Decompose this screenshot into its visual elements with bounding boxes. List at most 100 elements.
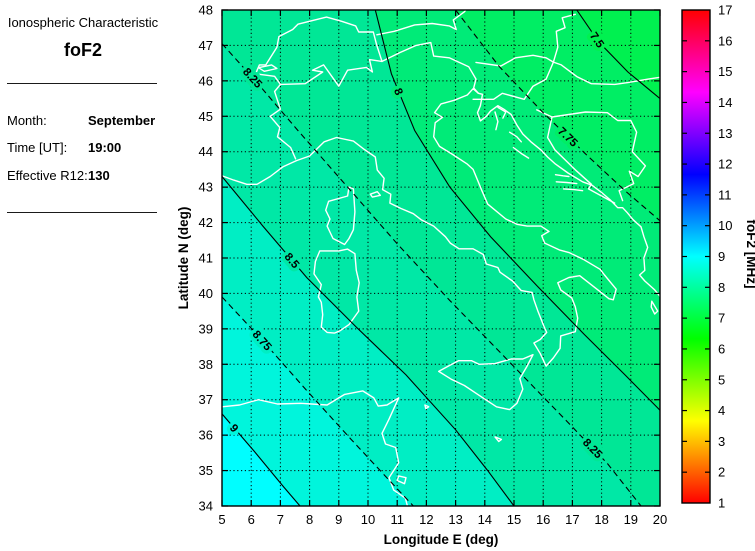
x-tick-label: 7: [277, 512, 284, 527]
coastline-bosnia-croatia-border: [536, 109, 616, 204]
colorbar-tick-label: 15: [718, 64, 732, 79]
x-tick-label: 18: [594, 512, 608, 527]
month-label: Month:: [7, 113, 47, 128]
colorbar-tick-label: 4: [718, 403, 725, 418]
contour-line-7.5: [576, 10, 660, 100]
coastline-pag-island: [508, 131, 522, 143]
x-tick-label: 14: [478, 512, 492, 527]
colorbar-tick-label: 12: [718, 157, 732, 172]
x-tick-label: 9: [335, 512, 342, 527]
y-tick-label: 36: [199, 428, 213, 443]
coastline-dugi-otok-island: [512, 146, 530, 159]
x-tick-label: 16: [536, 512, 550, 527]
coastline-brac-island: [554, 173, 570, 178]
x-tick-label: 6: [248, 512, 255, 527]
y-tick-label: 35: [199, 463, 213, 478]
coastline-elba-island: [369, 190, 381, 198]
colorbar-tick-label: 7: [718, 311, 725, 326]
coastline-hungary-branch-border: [552, 13, 576, 63]
y-tick-label: 46: [199, 73, 213, 88]
coastline-malta-island: [494, 436, 503, 443]
y-tick-label: 38: [199, 357, 213, 372]
coastline-switzerland-border: [254, 16, 383, 86]
colorbar-tick-label: 1: [718, 496, 725, 511]
r12-label: Effective R12:: [7, 168, 88, 183]
coastline-north-africa-coastline: [222, 390, 409, 506]
y-tick-label: 44: [199, 144, 213, 159]
y-tick-label: 34: [199, 499, 213, 514]
contour-line-9: [222, 413, 301, 506]
contour-band-7.5: [576, 10, 660, 99]
colorbar-tick-label: 10: [718, 218, 732, 233]
r12-row: Effective R12: 130: [7, 168, 159, 183]
x-tick-label: 20: [653, 512, 667, 527]
sidebar-title: Ionospheric Characteristic: [7, 15, 159, 30]
colorbar-ticks: [682, 40, 710, 473]
coastline-djerba-island: [396, 475, 407, 485]
y-tick-label: 43: [199, 180, 213, 195]
coastline-alpine-italy-border: [269, 41, 480, 160]
y-axis-title: Latitude N (deg): [176, 207, 191, 310]
y-tick-label: 48: [199, 3, 213, 18]
colorbar-tick-label: 2: [718, 465, 725, 480]
contour-line-8: [374, 10, 660, 411]
coastline-mediterranean-adriatic-coastline: [222, 87, 660, 367]
r12-value: 130: [88, 168, 110, 183]
coastline-slovenia-croatia-border: [472, 61, 555, 101]
coastline-lake-geneva: [257, 64, 278, 73]
y-tick-label: 40: [199, 286, 213, 301]
x-tick-label: 5: [218, 512, 225, 527]
coastline-germany-austria-border: [376, 10, 467, 36]
colorbar-tick-label: 5: [718, 372, 725, 387]
coastline-sicily: [438, 354, 534, 411]
contour-line-8.5: [222, 176, 515, 506]
y-tick-label: 42: [199, 215, 213, 230]
coastline-corsica: [325, 186, 356, 246]
x-tick-label: 12: [419, 512, 433, 527]
coastline-krk-island: [497, 106, 507, 119]
colorbar-tick-label: 16: [718, 33, 732, 48]
colorbar-tick-label: 13: [718, 126, 732, 141]
x-tick-label: 8: [306, 512, 313, 527]
grid: [222, 10, 660, 506]
x-tick-label: 19: [624, 512, 638, 527]
sidebar-divider-top: [7, 83, 157, 84]
time-value: 19:00: [88, 140, 122, 155]
coastline-korcula-island: [562, 188, 584, 192]
x-tick-label: 17: [565, 512, 579, 527]
coastline-pantelleria-island: [424, 404, 430, 410]
coastline-sardinia: [313, 248, 360, 334]
coastline-corfu-island: [650, 300, 659, 315]
x-axis-title: Longitude E (deg): [384, 532, 499, 547]
coastline-austria-hungary-border: [475, 54, 660, 86]
axis-ticks: [221, 9, 661, 507]
x-tick-label: 11: [390, 512, 404, 527]
x-tick-label: 15: [507, 512, 521, 527]
colorbar-tick-label: 14: [718, 95, 732, 110]
colorbar-tick-label: 17: [718, 3, 732, 18]
month-row: Month: September: [7, 113, 159, 128]
colorbar-tick-label: 8: [718, 280, 725, 295]
contour-line-8.25: [222, 43, 642, 506]
month-value: September: [88, 113, 156, 128]
y-tick-label: 47: [199, 38, 213, 53]
coastlines: [222, 10, 660, 506]
x-tick-label: 10: [361, 512, 375, 527]
colorbar-tick-label: 6: [718, 341, 725, 356]
contour-line-8.75: [222, 296, 414, 506]
y-tick-label: 39: [199, 321, 213, 336]
colorbar-tick-label: 3: [718, 434, 725, 449]
coastline-cres-island: [494, 111, 499, 131]
contour-line-7.75: [455, 10, 660, 222]
y-tick-label: 37: [199, 392, 213, 407]
colorbar-title: foF2 [MHz]: [744, 220, 755, 289]
y-tick-label: 45: [199, 109, 213, 124]
y-tick-label: 41: [199, 251, 213, 266]
colorbar-tick-label: 11: [718, 187, 732, 202]
time-row: Time [UT]: 19:00: [7, 140, 159, 155]
